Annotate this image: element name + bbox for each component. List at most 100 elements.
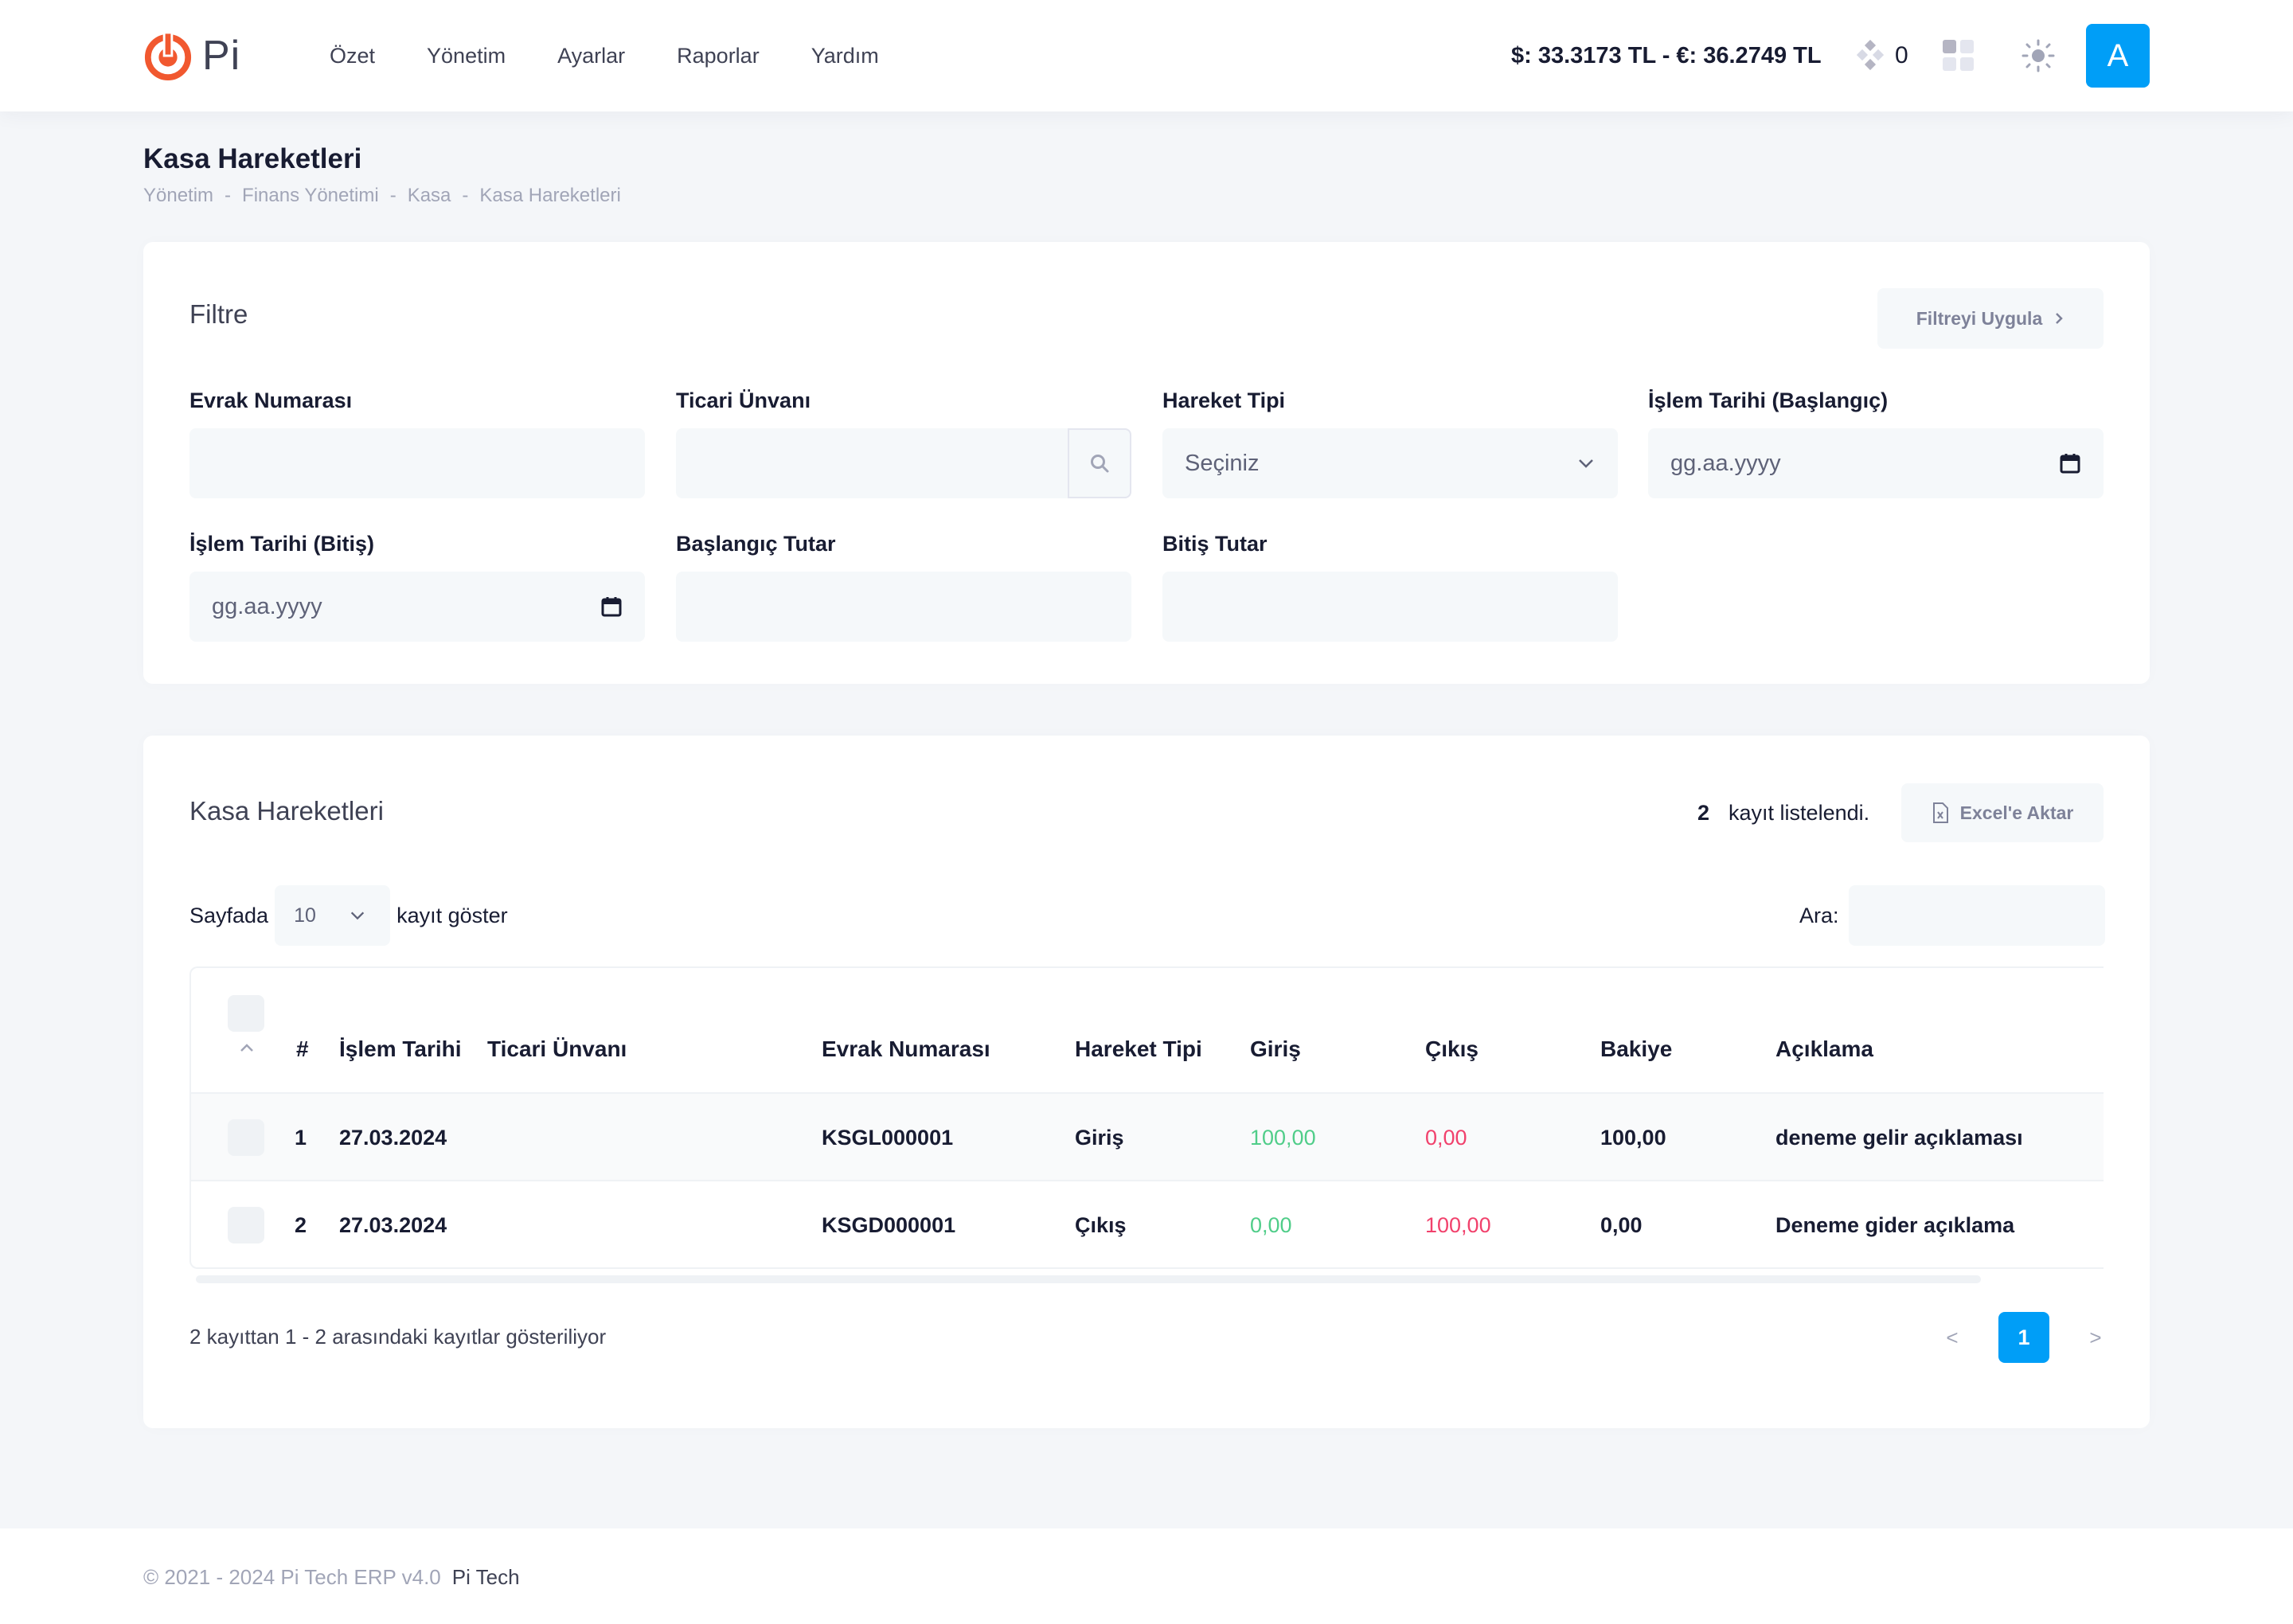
hareket-tipi-label: Hareket Tipi: [1162, 388, 1286, 412]
page-length: Sayfada 10 kayıt göster: [189, 885, 508, 946]
column-header[interactable]: İşlem Tarihi: [339, 1036, 462, 1061]
nav-ayarlar[interactable]: Ayarlar: [557, 43, 626, 68]
tarih-bitis-input[interactable]: gg.aa.yyyy: [189, 572, 645, 642]
cell-expense: 100,00: [1425, 1213, 1491, 1237]
tarih-bitis-label: İşlem Tarihi (Bitiş): [189, 532, 375, 556]
record-count-suffix: kayıt listelendi.: [1729, 801, 1870, 825]
page-title: Kasa Hareketleri: [143, 143, 362, 174]
cell-date: 27.03.2024: [339, 1213, 447, 1237]
page-length-prefix: Sayfada: [189, 903, 269, 927]
cell-balance: 100,00: [1600, 1126, 1666, 1150]
notifications[interactable]: 0: [1857, 38, 1908, 73]
breadcrumb-item[interactable]: Yönetim: [143, 185, 214, 206]
cell-type: Çıkış: [1075, 1213, 1127, 1237]
hareket-tipi-select[interactable]: Seçiniz: [1162, 428, 1618, 498]
chevron-up-icon[interactable]: [239, 1041, 255, 1054]
pagination-prev[interactable]: <: [1946, 1325, 1959, 1349]
diamond-grid-icon: [1857, 40, 1884, 71]
cell-document-no: KSGD000001: [822, 1213, 956, 1237]
ticari-unvan-input[interactable]: [676, 428, 1068, 498]
footer: © 2021 - 2024 Pi Tech ERP v4.0 Pi Tech: [0, 1528, 2293, 1624]
page-length-suffix: kayıt göster: [396, 903, 508, 927]
nav-yardim[interactable]: Yardım: [811, 43, 879, 68]
record-count: 2 kayıt listelendi.: [1697, 801, 1869, 826]
table-search-input[interactable]: [1848, 885, 2105, 946]
ticari-unvan-label: Ticari Ünvanı: [676, 388, 811, 412]
table-row[interactable]: 1 27.03.2024 KSGL000001 Giriş 100,00 0,0…: [191, 1092, 2104, 1181]
ticari-unvan-search-button[interactable]: [1068, 428, 1131, 498]
column-header[interactable]: Açıklama: [1775, 1036, 1873, 1061]
nav-ozet[interactable]: Özet: [330, 43, 376, 68]
export-excel-label: Excel'e Aktar: [1959, 802, 2074, 823]
table-search: Ara:: [1799, 885, 2105, 946]
page-length-select[interactable]: 10: [275, 885, 391, 946]
movements-table: # İşlem Tarihi Ticari Ünvanı Evrak Numar…: [189, 966, 2104, 1269]
filter-title: Filtre: [189, 299, 248, 329]
bitis-tutar-label: Bitiş Tutar: [1162, 532, 1268, 556]
horizontal-scrollbar[interactable]: [196, 1275, 1981, 1283]
export-excel-button[interactable]: Excel'e Aktar: [1901, 783, 2104, 842]
avatar[interactable]: A: [2086, 24, 2150, 88]
table-row[interactable]: 2 27.03.2024 KSGD000001 Çıkış 0,00 100,0…: [191, 1181, 2104, 1267]
chevron-down-icon: [350, 912, 365, 920]
page-length-value: 10: [294, 904, 316, 927]
select-all-checkbox[interactable]: [228, 995, 264, 1032]
cell-description: Deneme gider açıklama: [1775, 1213, 2015, 1237]
exchange-rates: $: 33.3173 TL - €: 36.2749 TL: [1511, 42, 1822, 68]
cell-document-no: KSGL000001: [822, 1126, 954, 1150]
cell-description: deneme gelir açıklaması: [1775, 1126, 2023, 1150]
nav-yonetim[interactable]: Yönetim: [427, 43, 506, 68]
footer-copyright: © 2021 - 2024 Pi Tech ERP v4.0: [143, 1565, 441, 1589]
row-checkbox[interactable]: [228, 1207, 264, 1243]
cell-no: 1: [295, 1126, 307, 1150]
logo-icon: [144, 31, 192, 80]
baslangic-tutar-input[interactable]: [676, 572, 1131, 642]
pagination-next[interactable]: >: [2089, 1325, 2102, 1349]
cell-expense: 0,00: [1425, 1126, 1467, 1150]
breadcrumb-item: Kasa Hareketleri: [479, 185, 621, 206]
footer-text: © 2021 - 2024 Pi Tech ERP v4.0 Pi Tech: [143, 1565, 520, 1590]
nav-raporlar[interactable]: Raporlar: [677, 43, 760, 68]
logo-text: Pi: [202, 33, 241, 79]
logo[interactable]: Pi: [143, 30, 240, 81]
pagination-page[interactable]: 1: [1998, 1312, 2049, 1363]
column-header[interactable]: Bakiye: [1600, 1036, 1673, 1061]
column-header[interactable]: Hareket Tipi: [1075, 1036, 1202, 1061]
apply-filter-label: Filtreyi Uygula: [1916, 307, 2043, 329]
tarih-baslangic-value: gg.aa.yyyy: [1670, 450, 1781, 476]
evrak-no-input[interactable]: [189, 428, 645, 498]
table-search-label: Ara:: [1799, 903, 1839, 927]
tarih-baslangic-input[interactable]: gg.aa.yyyy: [1648, 428, 2104, 498]
top-header: Pi Özet Yönetim Ayarlar Raporlar Yardım …: [0, 0, 2293, 111]
evrak-no-label: Evrak Numarası: [189, 388, 353, 412]
calendar-icon[interactable]: [600, 595, 623, 618]
apply-filter-button[interactable]: Filtreyi Uygula: [1877, 288, 2104, 349]
sun-icon[interactable]: [2021, 38, 2056, 73]
tarih-baslangic-label: İşlem Tarihi (Başlangıç): [1648, 388, 1889, 412]
row-checkbox[interactable]: [228, 1119, 264, 1156]
column-header[interactable]: Giriş: [1250, 1036, 1301, 1061]
breadcrumb-item[interactable]: Kasa: [407, 185, 451, 206]
cell-balance: 0,00: [1600, 1213, 1643, 1237]
notification-count: 0: [1895, 42, 1908, 68]
column-header[interactable]: Evrak Numarası: [822, 1036, 990, 1061]
bitis-tutar-input[interactable]: [1162, 572, 1618, 642]
breadcrumb-separator: -: [389, 185, 396, 206]
excel-file-icon: [1932, 802, 1948, 823]
calendar-icon[interactable]: [2059, 452, 2081, 474]
tarih-bitis-value: gg.aa.yyyy: [212, 593, 322, 619]
cell-income: 100,00: [1250, 1126, 1316, 1150]
breadcrumb-separator: -: [225, 185, 232, 206]
cell-date: 27.03.2024: [339, 1126, 447, 1150]
list-card: [143, 736, 2150, 1428]
column-header[interactable]: #: [296, 1036, 309, 1061]
main-nav: Özet Yönetim Ayarlar Raporlar Yardım: [330, 0, 931, 111]
breadcrumb-item[interactable]: Finans Yönetimi: [242, 185, 379, 206]
apps-grid-icon[interactable]: [1943, 40, 1975, 72]
column-header[interactable]: Çıkış: [1425, 1036, 1479, 1061]
footer-brand-link[interactable]: Pi Tech: [451, 1565, 520, 1589]
baslangic-tutar-label: Başlangıç Tutar: [676, 532, 836, 556]
breadcrumb: Yönetim - Finans Yönetimi - Kasa - Kasa …: [143, 185, 621, 207]
column-header[interactable]: Ticari Ünvanı: [487, 1036, 627, 1061]
breadcrumb-separator: -: [462, 185, 469, 206]
